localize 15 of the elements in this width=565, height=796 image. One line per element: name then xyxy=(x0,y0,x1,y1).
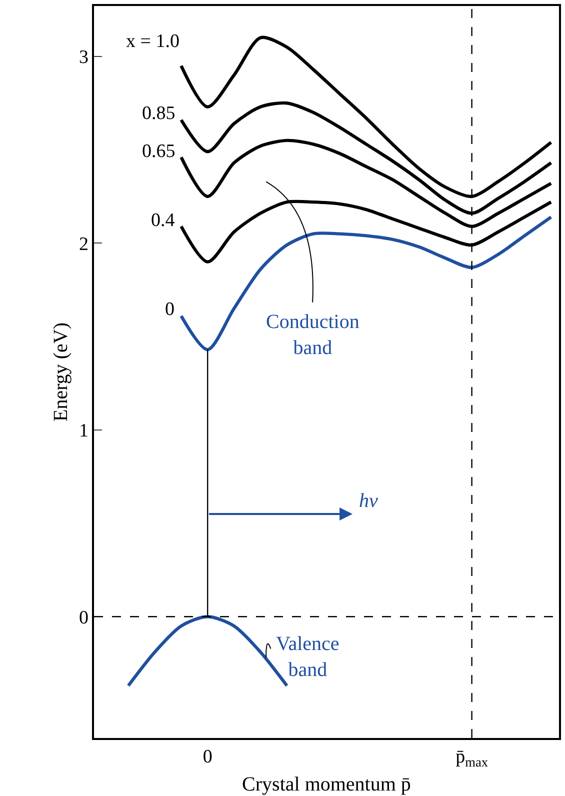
series-label: x = 1.0 xyxy=(126,31,180,52)
series-label: 0.4 xyxy=(151,210,176,231)
series-label: 0.65 xyxy=(142,141,176,162)
series-label: 0 xyxy=(165,299,174,320)
series-label: 0.85 xyxy=(142,103,176,124)
x-axis-title: Crystal momentum p̄ xyxy=(242,774,411,796)
y-axis-title: Energy (eV) xyxy=(50,322,72,422)
annotation: Conduction band xyxy=(266,311,360,359)
y-tick-label: 2 xyxy=(78,234,88,255)
y-tick-label: 1 xyxy=(78,420,88,442)
annotation: hν xyxy=(359,490,378,512)
x-tick-label: p̄$_{max}$ xyxy=(456,746,488,770)
annotation: Valence band xyxy=(276,633,340,681)
y-tick-label: 3 xyxy=(78,47,88,68)
y-tick-label: 0 xyxy=(78,607,88,628)
